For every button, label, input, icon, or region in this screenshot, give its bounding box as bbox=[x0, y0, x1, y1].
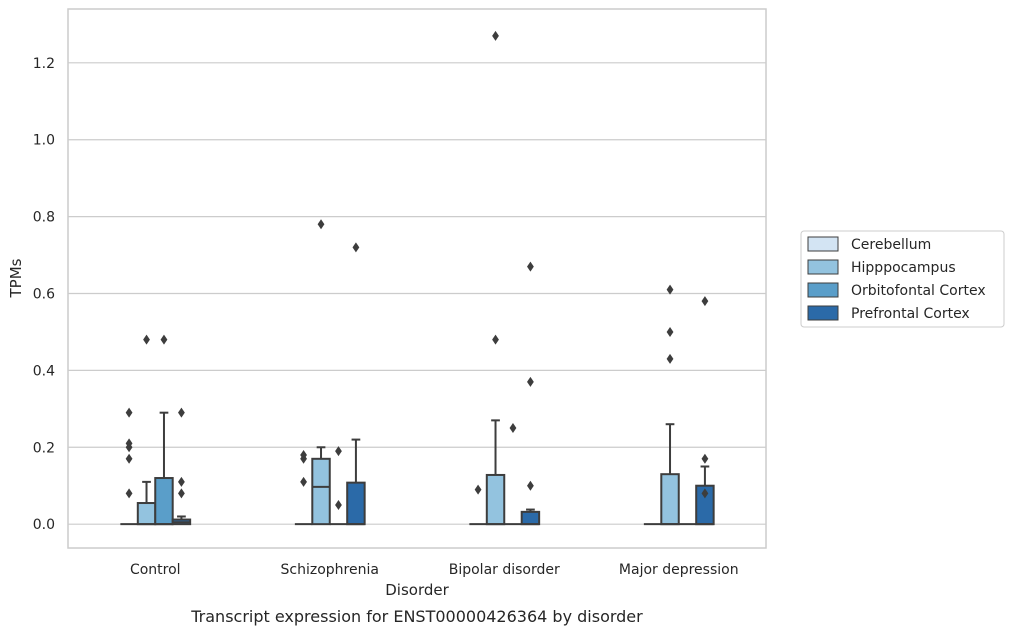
y-tick-label: 0.2 bbox=[33, 440, 55, 456]
y-tick-label: 0.4 bbox=[33, 363, 55, 379]
outlier-point bbox=[160, 334, 168, 345]
outlier-point bbox=[178, 407, 185, 418]
legend: Cerebellum Hipppocampus Orbitofontal Corte… bbox=[800, 230, 1005, 328]
box-prefrontal-cortex bbox=[520, 508, 541, 526]
box-prefrontal-cortex bbox=[171, 515, 192, 526]
legend-label: Prefrontal Cortex bbox=[851, 306, 970, 322]
outlier-point bbox=[509, 423, 517, 434]
legend-label: Hipppocampus bbox=[851, 260, 956, 276]
outlier-point bbox=[492, 334, 499, 345]
box-body bbox=[311, 457, 331, 526]
plot-frame bbox=[67, 8, 767, 549]
box-body bbox=[520, 510, 541, 526]
y-axis-label: TPMs bbox=[7, 258, 25, 298]
outlier-point bbox=[492, 30, 499, 41]
legend-label: Orbitofontal Cortex bbox=[851, 283, 986, 299]
y-tick-label: 0.6 bbox=[33, 286, 55, 302]
chart-caption: Transcript expression for ENST0000042636… bbox=[190, 607, 643, 626]
box-body bbox=[485, 473, 506, 526]
outlier-point bbox=[125, 438, 133, 449]
y-tick-labels: 0.0 0.2 0.4 0.6 0.8 1.0 1.2 bbox=[33, 56, 55, 533]
outlier-point bbox=[666, 284, 674, 295]
legend-swatch bbox=[807, 305, 839, 321]
outlier-point bbox=[352, 242, 360, 253]
legend-frame bbox=[800, 230, 1005, 328]
legend-swatch bbox=[807, 282, 839, 298]
legend-label: Cerebellum bbox=[851, 237, 931, 253]
box-body bbox=[154, 477, 174, 526]
box-hipppocampus bbox=[311, 446, 331, 526]
box-hipppocampus bbox=[485, 419, 506, 526]
box-hipppocampus bbox=[136, 480, 157, 526]
outlier-point bbox=[474, 484, 482, 495]
y-tick-label: 1.2 bbox=[33, 56, 55, 72]
outlier-point bbox=[125, 407, 133, 418]
outlier-point bbox=[143, 334, 150, 345]
box-prefrontal-cortex bbox=[346, 438, 366, 526]
outlier-point bbox=[178, 476, 185, 487]
y-tick-label: 0.0 bbox=[33, 517, 55, 533]
outlier-point bbox=[300, 476, 307, 487]
boxes bbox=[120, 411, 715, 526]
outlier-point bbox=[527, 261, 534, 272]
grid-lines bbox=[68, 62, 766, 525]
outlier-point bbox=[125, 453, 133, 464]
outlier-points bbox=[125, 30, 709, 510]
box-body bbox=[346, 481, 366, 526]
x-tick-labels: Control Schizophrenia Bipolar disorder Majo… bbox=[130, 562, 739, 578]
x-axis-label: Disorder bbox=[385, 581, 449, 599]
legend-swatch bbox=[807, 236, 839, 252]
x-tick-label: Bipolar disorder bbox=[449, 562, 560, 578]
outlier-point bbox=[335, 499, 342, 510]
outlier-point bbox=[317, 219, 325, 230]
box-prefrontal-cortex bbox=[695, 465, 715, 526]
outlier-point bbox=[701, 488, 709, 499]
outlier-point bbox=[527, 376, 534, 387]
x-tick-label: Control bbox=[130, 562, 181, 578]
y-tick-label: 0.8 bbox=[33, 210, 55, 226]
outlier-point bbox=[178, 488, 185, 499]
outlier-point bbox=[527, 480, 534, 491]
outlier-point bbox=[666, 326, 674, 337]
outlier-point bbox=[701, 296, 709, 307]
box-body bbox=[660, 473, 680, 526]
legend-swatch bbox=[807, 259, 839, 275]
box-body bbox=[136, 502, 157, 526]
outlier-point bbox=[300, 449, 307, 460]
y-tick-label: 1.0 bbox=[33, 133, 55, 149]
outlier-point bbox=[701, 453, 709, 464]
outlier-point bbox=[666, 353, 674, 364]
outlier-point bbox=[335, 446, 342, 457]
box-hipppocampus bbox=[660, 423, 680, 526]
box-orbitofontal-cortex bbox=[154, 411, 174, 526]
x-tick-label: Schizophrenia bbox=[281, 562, 379, 578]
x-tick-label: Major depression bbox=[619, 562, 739, 578]
outlier-point bbox=[125, 488, 133, 499]
